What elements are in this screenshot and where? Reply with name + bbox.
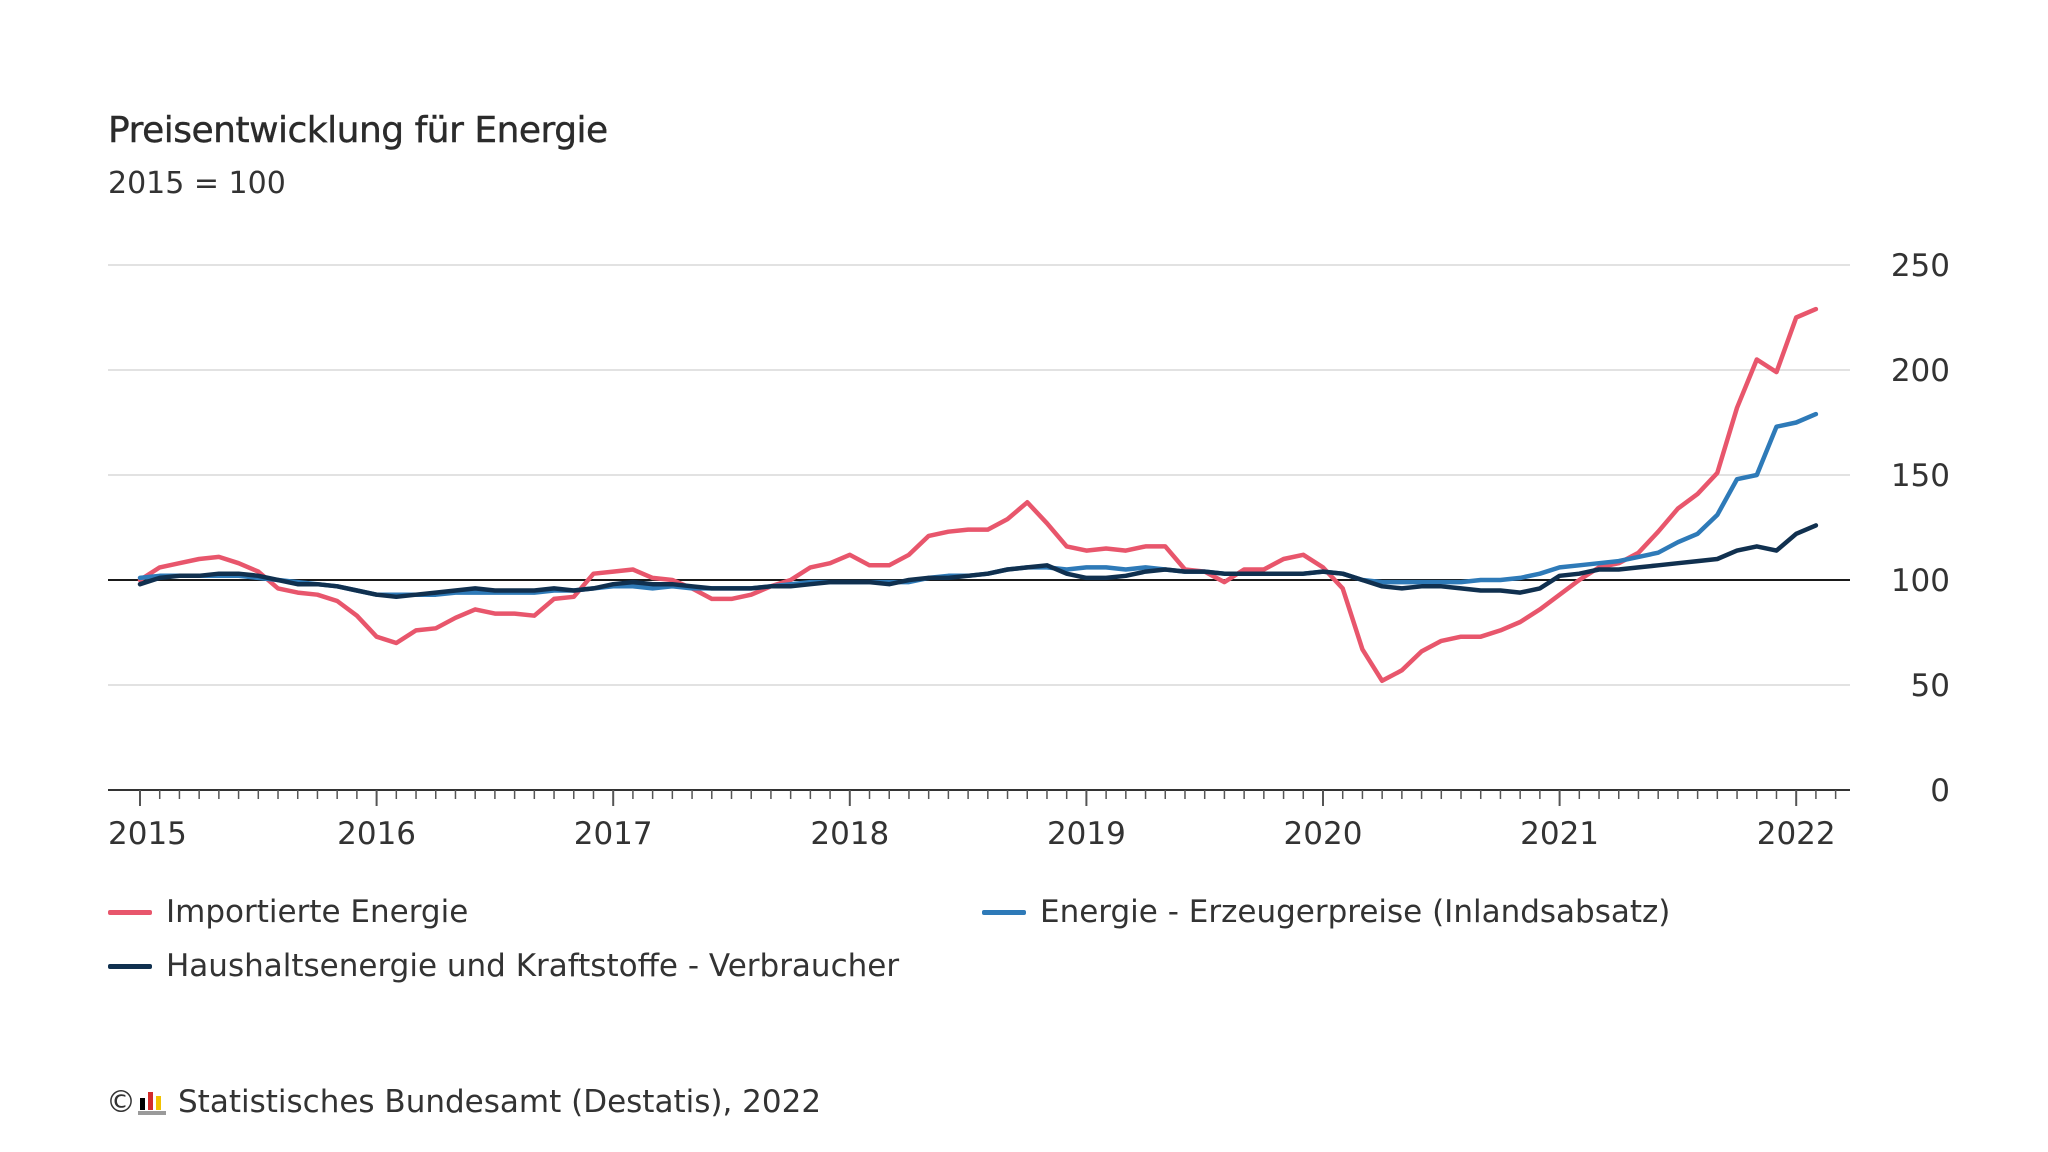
legend-swatch [982,909,1026,915]
x-tick-label: 2022 [1757,816,1836,852]
y-tick-label: 50 [1911,668,1950,704]
chart-title: Preisentwicklung für Energie [108,110,609,151]
legend-item-importierte-energie[interactable]: Importierte Energie [108,894,468,930]
y-axis: 0 50 100 150 200 250 [1891,248,1950,809]
source-footer: © Statistisches Bundesamt (Destatis), 20… [106,1084,821,1120]
x-tick-label: 2016 [337,816,416,852]
gridlines [108,264,1850,686]
x-tick-label: 2021 [1520,816,1599,852]
chart-subtitle: 2015 = 100 [108,166,286,201]
x-tick-label: 2018 [810,816,889,852]
legend-swatch [108,963,152,969]
destatis-logo-icon [138,1088,168,1116]
y-tick-label: 150 [1891,458,1950,494]
legend-item-erzeugerpreise[interactable]: Energie - Erzeugerpreise (Inlandsabsatz) [982,894,1670,930]
y-tick-label: 200 [1891,353,1950,389]
x-tick-label: 2015 [108,816,187,852]
series-lines [137,306,1819,684]
series-line-3 [137,523,1819,600]
source-text: Statistisches Bundesamt (Destatis), 2022 [178,1084,822,1120]
x-tick-label: 2020 [1284,816,1363,852]
x-axis: 2015 2016 2017 2018 2019 2020 2021 2022 [108,789,1850,852]
copyright-symbol: © [106,1084,136,1120]
legend-item-verbraucher[interactable]: Haushaltsenergie und Kraftstoffe - Verbr… [108,948,899,984]
y-tick-label: 100 [1891,563,1950,599]
legend-label: Importierte Energie [166,894,469,930]
y-tick-label: 250 [1891,248,1950,284]
legend-swatch [108,909,152,915]
series-line-2 [137,411,1819,597]
series-line-1 [137,306,1819,684]
x-tick-label: 2019 [1047,816,1126,852]
y-tick-label: 0 [1930,773,1950,809]
legend-label: Energie - Erzeugerpreise (Inlandsabsatz) [1040,894,1671,930]
x-tick-label: 2017 [574,816,653,852]
legend-label: Haushaltsenergie und Kraftstoffe - Verbr… [166,948,900,984]
